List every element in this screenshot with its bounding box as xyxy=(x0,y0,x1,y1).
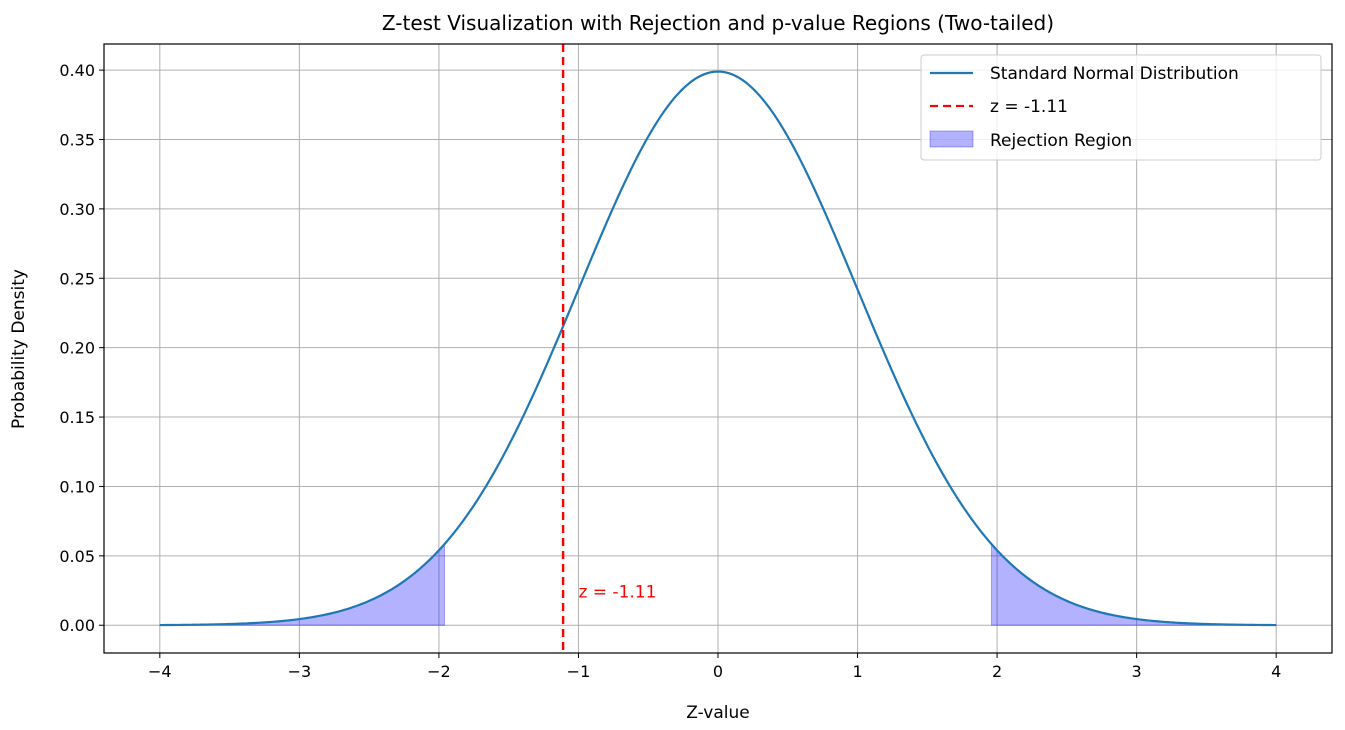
legend-zline-label: z = -1.11 xyxy=(990,97,1068,117)
legend-rejection-swatch xyxy=(929,130,974,148)
y-axis-label: Probability Density xyxy=(9,269,29,429)
y-tick-label: 0.10 xyxy=(59,477,95,496)
y-tick-label: 0.15 xyxy=(59,408,95,427)
grid xyxy=(104,44,1332,653)
x-tick-label: 4 xyxy=(1271,662,1281,681)
z-annotation: z = -1.11 xyxy=(578,582,656,602)
x-tick-label: 1 xyxy=(852,662,862,681)
y-tick-label: 0.05 xyxy=(59,547,95,566)
series-line-standard-normal xyxy=(159,70,1277,627)
x-tick-label: 2 xyxy=(992,662,1002,681)
x-tick-label: −3 xyxy=(288,662,312,681)
legend-normal-label: Standard Normal Distribution xyxy=(990,64,1239,84)
y-tick-label: 0.00 xyxy=(59,616,95,635)
x-tick-label: 0 xyxy=(713,662,723,681)
y-tick-label: 0.20 xyxy=(59,339,95,358)
x-axis-label: Z-value xyxy=(686,703,749,723)
y-tick-label: 0.35 xyxy=(59,130,95,149)
x-tick-label: −1 xyxy=(567,662,591,681)
legend: Standard Normal Distribution z = -1.11 R… xyxy=(920,54,1322,161)
series-lines xyxy=(159,44,1277,653)
y-tick-label: 0.25 xyxy=(59,269,95,288)
x-tick-label: 3 xyxy=(1132,662,1142,681)
chart-title: Z-test Visualization with Rejection and … xyxy=(382,11,1054,35)
tick-labels: −4 −3 −2 −1 0 1 2 3 4 0.00 0.05 0.10 0.15 0.20 0.25 0.3… xyxy=(59,61,1281,681)
legend-rejection-label: Rejection Region xyxy=(990,131,1132,151)
y-tick-label: 0.30 xyxy=(59,200,95,219)
x-tick-label: −4 xyxy=(148,662,172,681)
x-tick-label: −2 xyxy=(427,662,451,681)
y-tick-label: 0.40 xyxy=(59,61,95,80)
legend-box xyxy=(920,54,1322,161)
